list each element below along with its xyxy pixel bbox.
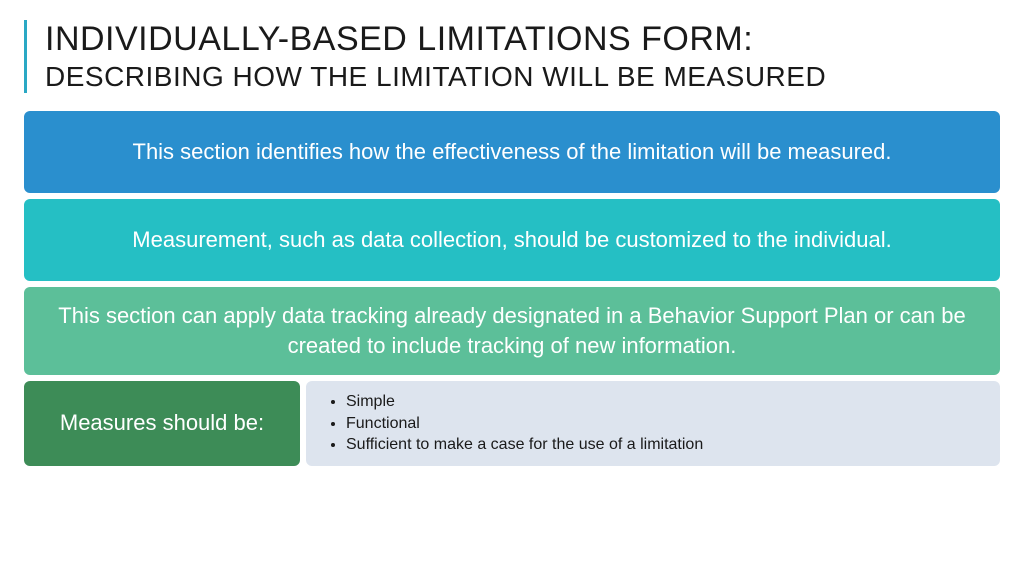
content-rows: This section identifies how the effectiv… bbox=[24, 111, 1000, 466]
list-item: Functional bbox=[346, 413, 982, 435]
list-item: Sufficient to make a case for the use of… bbox=[346, 434, 982, 456]
title-block: INDIVIDUALLY-BASED LIMITATIONS FORM: DES… bbox=[24, 20, 1000, 93]
page-title-line1: INDIVIDUALLY-BASED LIMITATIONS FORM: bbox=[45, 20, 1000, 59]
measures-label: Measures should be: bbox=[24, 381, 300, 466]
list-item: Simple bbox=[346, 391, 982, 413]
measures-list-panel: Simple Functional Sufficient to make a c… bbox=[306, 381, 1000, 466]
slide: INDIVIDUALLY-BASED LIMITATIONS FORM: DES… bbox=[0, 0, 1024, 576]
measures-row: Measures should be: Simple Functional Su… bbox=[24, 381, 1000, 466]
page-title-line2: DESCRIBING HOW THE LIMITATION WILL BE ME… bbox=[45, 61, 1000, 93]
info-bar-2: Measurement, such as data collection, sh… bbox=[24, 199, 1000, 281]
info-bar-3: This section can apply data tracking alr… bbox=[24, 287, 1000, 375]
measures-list: Simple Functional Sufficient to make a c… bbox=[328, 391, 982, 456]
info-bar-1: This section identifies how the effectiv… bbox=[24, 111, 1000, 193]
